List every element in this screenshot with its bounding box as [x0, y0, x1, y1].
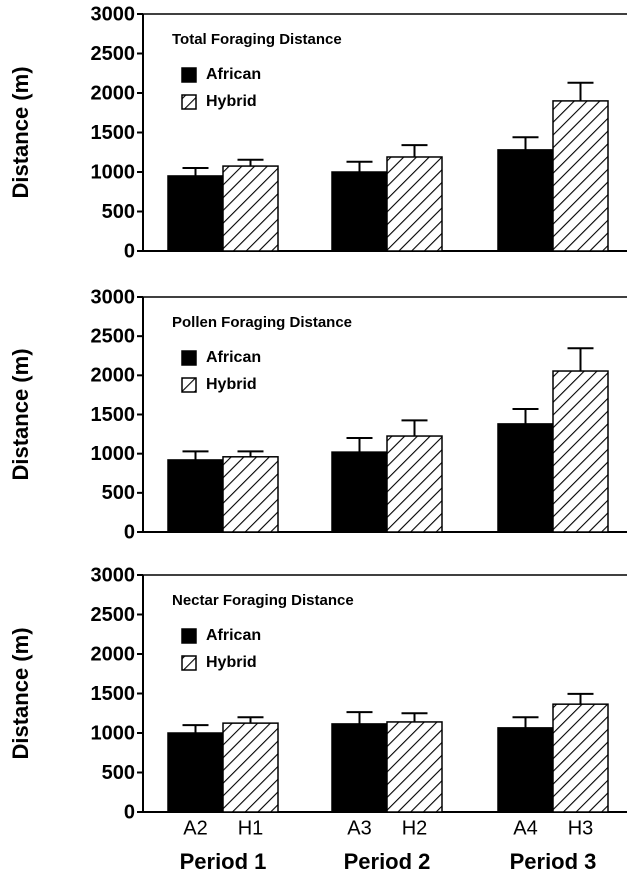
y-tick-label: 1000 — [91, 443, 136, 465]
y-axis-label: Distance (m) — [8, 348, 33, 480]
y-tick-label: 2500 — [91, 43, 136, 65]
bar — [497, 727, 554, 813]
y-tick-label: 1000 — [91, 722, 136, 744]
bar-label: H1 — [238, 817, 264, 839]
legend-swatch — [181, 655, 197, 671]
y-tick-label: 2000 — [91, 365, 136, 387]
y-tick-label: 3000 — [91, 564, 136, 586]
bar — [386, 435, 443, 533]
y-tick-label: 2500 — [91, 604, 136, 626]
bar — [331, 171, 388, 252]
y-axis-label: Distance (m) — [8, 66, 33, 198]
y-tick-label: 2000 — [91, 643, 136, 665]
y-tick-label: 500 — [102, 762, 135, 784]
bar-label: H2 — [402, 817, 428, 839]
bar — [222, 722, 279, 813]
bar — [497, 423, 554, 533]
bar — [497, 149, 554, 252]
y-tick-label: 1500 — [91, 122, 136, 144]
legend-label: African — [206, 627, 261, 644]
y-tick-label: 500 — [102, 482, 135, 504]
bar — [386, 721, 443, 813]
legend-label: Hybrid — [206, 93, 257, 110]
legend-swatch — [181, 67, 197, 83]
legend-swatch — [181, 94, 197, 110]
y-tick-label: 2500 — [91, 325, 136, 347]
y-tick-label: 0 — [124, 240, 135, 262]
bar — [331, 723, 388, 813]
bar — [552, 100, 609, 252]
bar — [331, 451, 388, 533]
bar-label: A3 — [347, 817, 371, 839]
bar — [167, 175, 224, 252]
chart-title: Total Foraging Distance — [172, 31, 342, 48]
legend-label: African — [206, 349, 261, 366]
y-tick-label: 1500 — [91, 404, 136, 426]
legend-swatch — [181, 377, 197, 393]
bar-label: A4 — [513, 817, 537, 839]
legend-label: Hybrid — [206, 654, 257, 671]
bar — [167, 732, 224, 813]
bar — [167, 459, 224, 533]
legend-swatch — [181, 350, 197, 366]
bar-label: A2 — [183, 817, 207, 839]
y-tick-label: 500 — [102, 201, 135, 223]
legend-label: Hybrid — [206, 376, 257, 393]
legend-swatch — [181, 628, 197, 644]
bar — [222, 165, 279, 252]
legend-label: African — [206, 66, 261, 83]
y-tick-label: 1500 — [91, 683, 136, 705]
y-tick-label: 3000 — [91, 3, 136, 25]
bar — [386, 156, 443, 252]
x-category-label: Period 3 — [510, 849, 597, 874]
y-tick-label: 0 — [124, 801, 135, 823]
y-axis-label: Distance (m) — [8, 627, 33, 759]
chart-title: Nectar Foraging Distance — [172, 592, 354, 609]
y-tick-label: 1000 — [91, 161, 136, 183]
bar — [222, 456, 279, 533]
y-tick-label: 2000 — [91, 82, 136, 104]
y-tick-label: 3000 — [91, 286, 136, 308]
chart-title: Pollen Foraging Distance — [172, 314, 352, 331]
bar — [552, 703, 609, 813]
x-category-label: Period 1 — [180, 849, 267, 874]
y-tick-label: 0 — [124, 521, 135, 543]
bar — [552, 370, 609, 533]
bar-label: H3 — [568, 817, 594, 839]
x-category-label: Period 2 — [344, 849, 431, 874]
